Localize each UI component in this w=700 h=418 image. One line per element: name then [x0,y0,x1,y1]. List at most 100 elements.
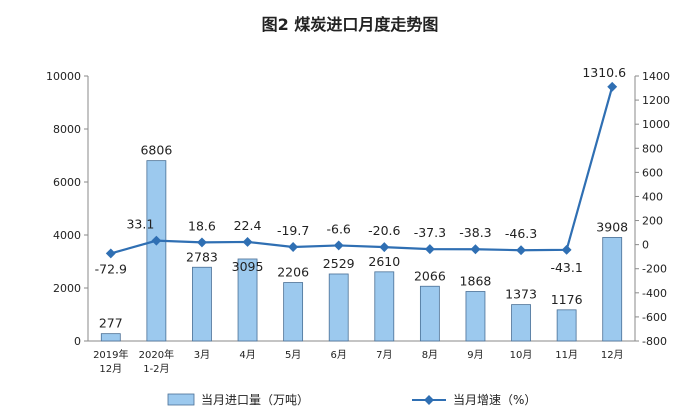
line-value-label: 18.6 [188,218,216,233]
x-tick-label-line: 12月 [601,349,624,361]
line-value-label: -72.9 [95,261,127,276]
x-tick-label: 5月 [285,349,301,361]
x-tick-label-line: 3月 [194,349,210,361]
line-point [105,248,116,259]
line-value-label: 1310.6 [582,65,626,80]
right-tick-label: 1000 [642,118,670,131]
line-point [424,244,435,255]
x-tick-label-line: 6月 [331,349,347,361]
bar [192,266,212,342]
line-point [379,242,390,253]
bar-value-label: 1868 [460,273,492,288]
right-tick-label: 200 [642,215,663,228]
line-value-label: -38.3 [459,225,491,240]
bar [328,273,349,342]
line-point [242,236,253,247]
x-tick-label: 12月 [601,349,624,361]
line-value-label: -19.7 [277,223,309,238]
x-tick-label: 8月 [422,349,438,361]
bar [237,258,258,342]
bar-value-label: 2529 [323,256,355,271]
line-point [561,244,572,255]
bar-value-label: 1176 [551,292,583,307]
chart-title: 图2 煤炭进口月度走势图 [262,15,439,34]
bar-value-label: 277 [99,316,123,331]
line-value-label: -6.6 [327,221,351,236]
line-point [516,245,526,256]
x-tick-label: 2020年 1-2月 [139,348,174,375]
bar [465,291,486,342]
line-point [470,244,481,255]
bar [283,282,304,342]
x-tick-label: 10月 [510,349,533,361]
bar [419,285,440,342]
x-tick-label: 9月 [467,349,483,361]
left-tick-label: 2000 [53,282,81,295]
x-tick-label-line: 2020年 [139,348,174,361]
legend-bar-swatch [167,393,195,406]
x-tick-label-line: 5月 [285,349,301,361]
x-tick-label: 7月 [376,349,392,361]
line-point [151,235,162,246]
bar [556,309,577,342]
bar-value-label: 3095 [232,259,264,274]
bar-value-label: 2610 [368,254,400,269]
right-tick-label: 0 [642,239,649,252]
x-tick-label-line: 7月 [376,349,392,361]
legend-line-label: 当月增速（%） [453,393,536,407]
line-point [197,237,207,248]
right-tick-label: -400 [642,287,667,300]
x-tick-label-line: 9月 [467,349,483,361]
right-tick-label: -800 [642,335,667,348]
right-tick-label: 1200 [642,94,670,107]
x-tick-label-line: 4月 [239,349,255,361]
bar [602,237,623,342]
bar [374,271,395,342]
line-value-label: 33.1 [126,217,154,232]
bar-value-label: 2783 [186,249,218,264]
line-point [288,242,299,252]
line-value-label: 22.4 [234,218,262,233]
right-tick-label: 800 [642,142,663,155]
right-tick-label: -200 [642,263,667,276]
x-tick-label-line: 8月 [422,349,438,361]
right-tick-label: -600 [642,311,667,324]
x-tick-label: 6月 [331,349,347,361]
x-tick-label-line: 11月 [555,349,578,361]
line-point [333,240,344,251]
legend-bar-label: 当月进口量（万吨） [201,393,309,407]
bar [146,160,167,342]
bar-value-label: 3908 [596,219,628,234]
left-tick-label: 10000 [46,70,81,83]
left-tick-label: 0 [74,335,81,348]
x-tick-label: 11月 [555,349,578,361]
bar-value-label: 2206 [277,265,309,280]
bar-value-label: 1373 [505,287,537,302]
left-tick-label: 8000 [53,123,81,136]
left-tick-label: 6000 [53,176,81,189]
right-tick-label: 1400 [642,70,670,83]
line-point [607,81,618,92]
growth-line [110,86,614,255]
left-tick-label: 4000 [53,229,81,242]
line-value-label: -43.1 [550,260,582,275]
plot-area: 0200040006000800010000-800-600-400-20002… [46,65,670,375]
right-tick-label: 400 [642,190,663,203]
bar-value-label: 2066 [414,268,446,283]
x-tick-label-line: 12月 [99,363,122,375]
line-value-label: -46.3 [505,226,537,241]
x-tick-label: 4月 [239,349,255,361]
right-tick-label: 600 [642,166,663,179]
bar [511,304,531,342]
x-tick-label: 2019年 12月 [93,348,128,375]
x-tick-label-line: 10月 [510,349,533,361]
x-tick-label: 3月 [194,349,210,361]
legend: 当月进口量（万吨） 当月增速（%） [167,393,536,407]
x-tick-label-line: 1-2月 [143,363,169,375]
line-value-label: -20.6 [368,223,400,238]
legend-line-marker [424,395,434,405]
bar [100,333,121,342]
line-value-label: -37.3 [414,225,446,240]
x-tick-label-line: 2019年 [93,348,128,361]
